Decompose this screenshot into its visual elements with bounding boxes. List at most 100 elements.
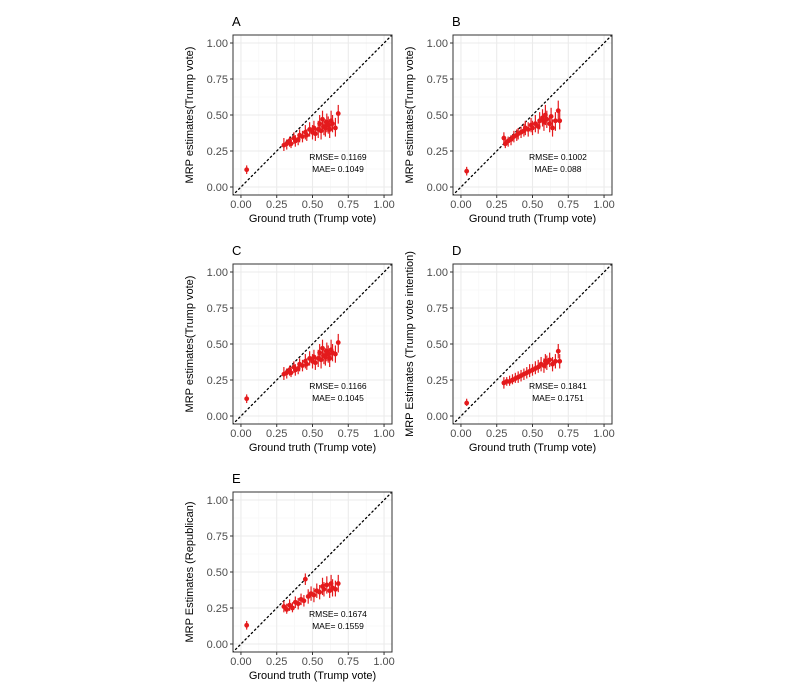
panel-label: B [452,14,461,29]
y-tick-label: 1.00 [427,267,448,279]
x-tick-label: 0.50 [302,656,323,668]
data-point [555,348,561,354]
x-tick-label: 0.25 [266,199,287,211]
x-tick-label: 1.00 [593,199,614,211]
rmse-annotation: RMSE= 0.1169 [309,152,367,162]
data-point [317,589,323,595]
mae-annotation: MAE= 0.1751 [532,393,584,403]
x-tick-label: 0.50 [522,199,543,211]
data-point [300,134,305,140]
y-tick-label: 0.25 [427,375,448,387]
y-tick-label: 0.75 [207,303,228,315]
y-tick-label: 0.75 [427,303,448,315]
data-point [335,340,341,345]
x-tick-label: 1.00 [373,656,394,668]
mae-annotation: MAE= 0.1559 [312,621,364,631]
rmse-annotation: RMSE= 0.1841 [529,381,587,391]
reference-line [453,35,612,195]
x-tick-label: 0.00 [450,428,471,440]
mae-annotation: MAE= 0.1049 [312,164,364,174]
data-point [302,576,308,582]
x-axis-title: Ground truth (Trump vote) [249,442,376,454]
x-tick-label: 0.25 [266,428,287,440]
data-point [300,363,305,368]
y-tick-label: 1.00 [427,38,448,50]
data-point [244,622,250,628]
x-tick-label: 0.75 [338,199,359,211]
data-point [552,118,558,124]
x-tick-label: 0.25 [486,428,507,440]
panel-label: C [232,243,241,258]
y-tick-label: 0.00 [427,411,448,423]
data-point [288,141,294,147]
data-point [321,586,327,592]
y-tick-label: 0.75 [207,531,228,543]
data-point [330,121,335,127]
data-point [550,125,555,131]
data-point [464,400,470,406]
data-point [335,111,341,116]
panel-b: 0.00 0.25 0.50 0.75 1.00 0.00 0.25 0.50 0.75 1.00… [404,14,615,225]
panel-e: 0.00 0.25 0.50 0.75 1.00 0.00 0.25 0.50 0.75 1.00… [184,471,395,682]
y-tick-label: 0.75 [207,74,228,86]
panel-a: 0.00 0.25 0.50 0.75 1.00 0.00 0.25 0.50 0.75 1.00… [184,14,395,225]
data-point [244,396,250,402]
x-axis-title: Ground truth (Trump vote) [249,670,376,682]
data-point [290,605,295,611]
y-tick-label: 0.75 [427,74,448,86]
y-tick-label: 0.00 [207,639,228,651]
x-tick-label: 0.50 [302,428,323,440]
data-point [318,357,324,363]
data-point [332,125,338,131]
data-point [312,360,318,366]
x-tick-label: 0.25 [486,199,507,211]
data-point [288,370,294,376]
x-axis-title: Ground truth (Trump vote) [469,213,596,225]
rmse-annotation: RMSE= 0.1002 [529,152,587,162]
x-tick-label: 0.00 [230,199,251,211]
data-point [547,357,553,363]
y-tick-label: 0.25 [427,146,448,158]
y-tick-label: 1.00 [207,495,228,507]
panel-c: 0.00 0.25 0.50 0.75 1.00 0.00 0.25 0.50 0.75 1.00… [184,243,395,454]
x-tick-label: 1.00 [593,428,614,440]
y-tick-label: 0.00 [207,182,228,194]
panel-label: E [232,471,241,486]
data-point [324,582,330,588]
data-point [335,581,341,586]
y-axis-title: MRP estimates(Trump vote) [184,276,196,413]
data-point [332,351,338,357]
mae-annotation: MAE= 0.1045 [312,393,364,403]
y-tick-label: 0.25 [207,603,228,615]
data-point [244,167,250,173]
rmse-annotation: RMSE= 0.1674 [309,609,367,619]
data-point [284,607,290,612]
data-point [295,601,301,607]
y-tick-label: 0.00 [207,411,228,423]
y-tick-label: 1.00 [207,267,228,279]
panel-label: A [232,14,241,29]
x-tick-label: 0.50 [302,199,323,211]
data-point [464,168,470,174]
reference-line [453,264,612,424]
data-point [544,116,550,122]
data-point [311,592,317,598]
x-tick-label: 0.75 [338,656,359,668]
x-tick-label: 1.00 [373,199,394,211]
y-tick-label: 0.50 [427,110,448,122]
reference-line [233,35,392,195]
rmse-annotation: RMSE= 0.1166 [309,381,367,391]
data-point [525,126,531,132]
data-point [557,358,563,364]
x-tick-label: 0.00 [230,656,251,668]
x-tick-label: 0.50 [522,428,543,440]
y-tick-label: 0.50 [207,567,228,579]
data-point [301,598,307,604]
data-point [318,128,324,134]
x-axis-title: Ground truth (Trump vote) [249,213,376,225]
data-point [548,114,554,119]
mae-annotation: MAE= 0.088 [534,164,581,174]
y-tick-label: 0.00 [427,182,448,194]
y-tick-label: 0.50 [207,110,228,122]
